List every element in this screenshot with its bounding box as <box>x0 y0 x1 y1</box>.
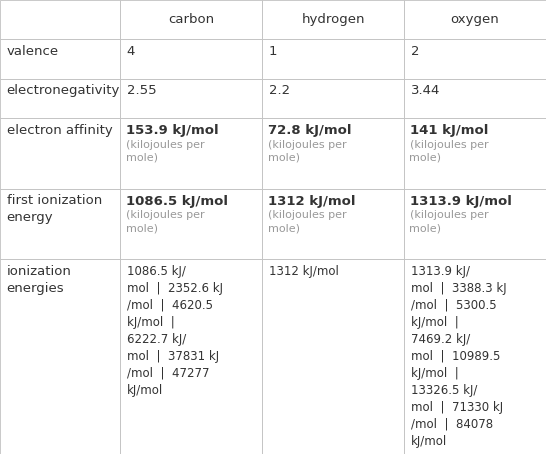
Bar <box>404 39 546 79</box>
Text: valence: valence <box>7 45 58 58</box>
Bar <box>0 259 120 454</box>
Bar <box>120 39 262 79</box>
Bar <box>404 189 546 259</box>
Text: (kilojoules per
mole): (kilojoules per mole) <box>126 210 204 233</box>
Bar <box>0 79 120 118</box>
Bar <box>120 189 262 259</box>
Bar <box>262 39 404 79</box>
Text: electron affinity: electron affinity <box>7 124 112 137</box>
Bar <box>404 79 546 118</box>
Text: 4: 4 <box>127 45 135 58</box>
Text: 141 kJ/mol: 141 kJ/mol <box>410 124 488 138</box>
Text: 3.44: 3.44 <box>411 84 440 98</box>
Text: 2.55: 2.55 <box>127 84 156 98</box>
Text: hydrogen: hydrogen <box>301 13 365 26</box>
Bar <box>404 259 546 454</box>
Text: (kilojoules per
mole): (kilojoules per mole) <box>126 139 204 163</box>
Bar <box>120 259 262 454</box>
Text: 1086.5 kJ/mol: 1086.5 kJ/mol <box>126 195 228 208</box>
Text: ionization
energies: ionization energies <box>7 265 72 295</box>
Text: (kilojoules per
mole): (kilojoules per mole) <box>268 139 346 163</box>
Bar <box>0 118 120 189</box>
Bar <box>0 39 120 79</box>
Bar <box>404 118 546 189</box>
Text: 1086.5 kJ/
mol  |  2352.6 kJ
/mol  |  4620.5
kJ/mol  |
6222.7 kJ/
mol  |  37831 : 1086.5 kJ/ mol | 2352.6 kJ /mol | 4620.5… <box>127 265 223 397</box>
Text: carbon: carbon <box>168 13 214 26</box>
Text: 1: 1 <box>269 45 277 58</box>
Bar <box>120 79 262 118</box>
Bar <box>262 0 404 39</box>
Text: electronegativity: electronegativity <box>7 84 120 98</box>
Text: (kilojoules per
mole): (kilojoules per mole) <box>410 139 488 163</box>
Text: 153.9 kJ/mol: 153.9 kJ/mol <box>126 124 218 138</box>
Text: 1312 kJ/mol: 1312 kJ/mol <box>268 195 355 208</box>
Text: (kilojoules per
mole): (kilojoules per mole) <box>410 210 488 233</box>
Text: 1313.9 kJ/
mol  |  3388.3 kJ
/mol  |  5300.5
kJ/mol  |
7469.2 kJ/
mol  |  10989.: 1313.9 kJ/ mol | 3388.3 kJ /mol | 5300.5… <box>411 265 506 448</box>
Text: 2.2: 2.2 <box>269 84 290 98</box>
Bar <box>262 79 404 118</box>
Text: 1313.9 kJ/mol: 1313.9 kJ/mol <box>410 195 512 208</box>
Text: 72.8 kJ/mol: 72.8 kJ/mol <box>268 124 351 138</box>
Text: 1312 kJ/mol: 1312 kJ/mol <box>269 265 339 278</box>
Bar <box>262 189 404 259</box>
Bar <box>0 189 120 259</box>
Bar <box>262 259 404 454</box>
Text: oxygen: oxygen <box>450 13 500 26</box>
Bar <box>120 0 262 39</box>
Bar <box>0 0 120 39</box>
Bar <box>120 118 262 189</box>
Bar <box>404 0 546 39</box>
Text: 2: 2 <box>411 45 419 58</box>
Bar <box>262 118 404 189</box>
Text: first ionization
energy: first ionization energy <box>7 194 102 224</box>
Text: (kilojoules per
mole): (kilojoules per mole) <box>268 210 346 233</box>
